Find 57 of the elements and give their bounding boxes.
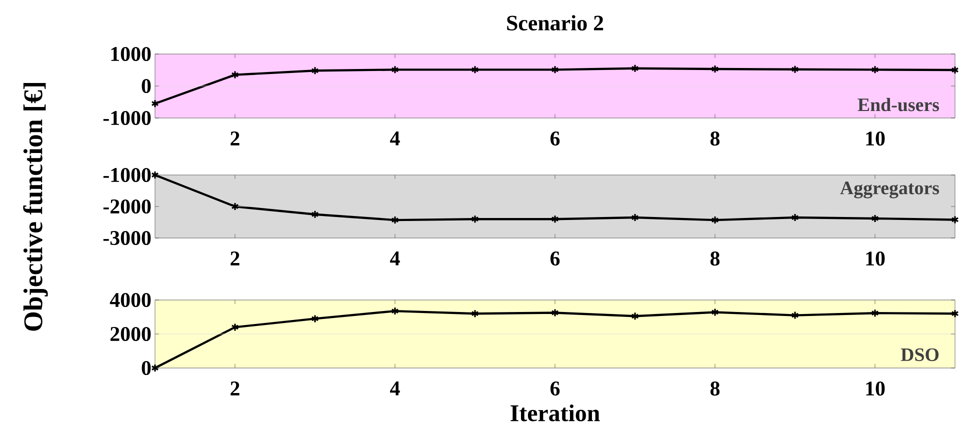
x-tick-label: 10 [866, 252, 885, 266]
x-tick-label: 8 [710, 382, 720, 396]
x-tick-label: 4 [390, 132, 400, 146]
point [231, 202, 239, 211]
x-tick-label: 6 [550, 252, 560, 266]
point [471, 214, 479, 224]
point [471, 65, 479, 74]
y-axis-title: Objective function [€] [23, 83, 48, 331]
point [551, 214, 559, 224]
y-tick-label: 0 [142, 360, 151, 376]
y-tick-label: -1000 [103, 110, 151, 126]
point [311, 66, 319, 75]
point [471, 309, 479, 318]
point [631, 64, 639, 73]
point [871, 214, 879, 223]
y-tick-label: -1000 [103, 168, 151, 182]
x-tick-label: 6 [550, 132, 560, 146]
x-tick-label: 4 [390, 382, 400, 396]
point [391, 65, 399, 74]
y-tick-label: 0 [142, 78, 151, 94]
y-tick-label: 2000 [110, 326, 151, 342]
chart-title: Scenario 2 [507, 15, 604, 31]
point [311, 314, 319, 323]
point [551, 308, 559, 318]
point [791, 213, 799, 222]
x-tick-label: 10 [866, 132, 885, 146]
point [231, 70, 239, 80]
y-tick-label: 4000 [110, 292, 151, 308]
x-tick-label: 6 [550, 382, 560, 396]
annotation: DSO [900, 348, 939, 362]
point [711, 308, 719, 317]
x-tick-label: 2 [230, 252, 240, 266]
point [631, 213, 639, 222]
y-tick-label: -3000 [103, 230, 151, 246]
point [391, 306, 399, 316]
point [791, 310, 799, 320]
point [871, 308, 879, 318]
point [791, 65, 799, 74]
point [391, 216, 399, 224]
y-tick-label: -2000 [103, 199, 151, 214]
x-tick-label: 2 [230, 382, 240, 396]
x-tick-label: 8 [710, 132, 720, 146]
x-tick-label: 8 [710, 252, 720, 266]
x-tick-label: 4 [390, 252, 400, 266]
point [871, 65, 879, 74]
point [551, 65, 559, 74]
point [231, 322, 239, 332]
point [711, 64, 719, 74]
annotation: End-users [858, 98, 940, 112]
x-tick-label: 10 [866, 382, 885, 396]
y-tick-label: 1000 [111, 46, 151, 62]
point [631, 312, 639, 320]
x-axis-title: Iteration [510, 404, 600, 422]
point [711, 216, 719, 224]
point [311, 210, 319, 219]
annotation: Aggregators [840, 182, 940, 198]
x-tick-label: 2 [230, 132, 240, 146]
